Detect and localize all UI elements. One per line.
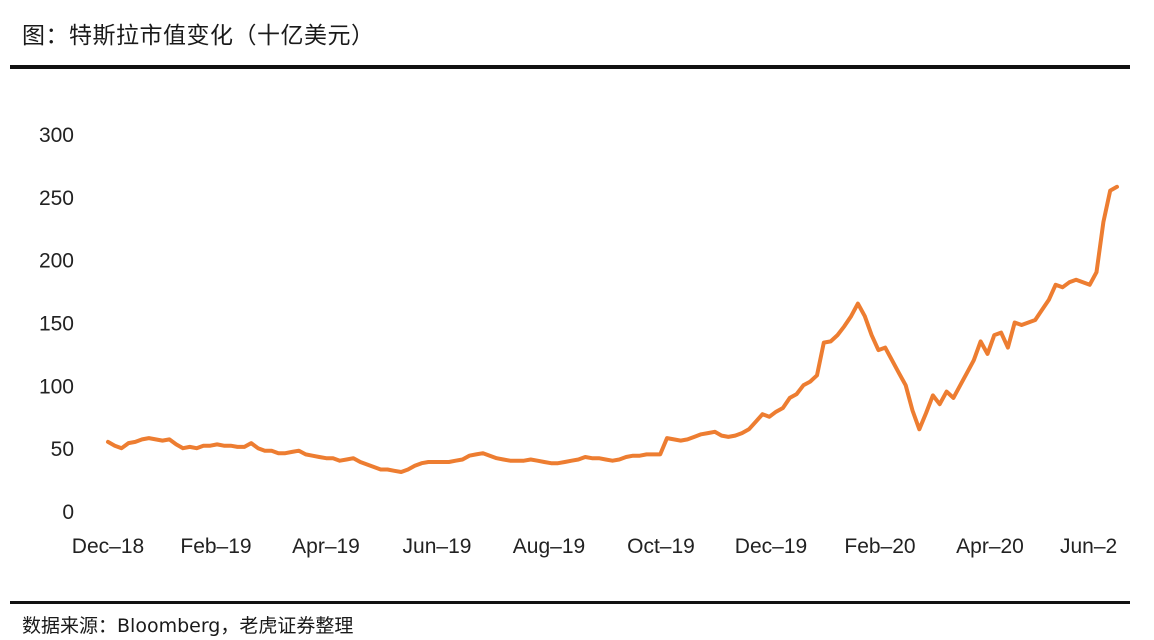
- x-tick-label: Jun–2: [1060, 535, 1117, 558]
- chart-title: 图：特斯拉市值变化（十亿美元）: [22, 23, 375, 49]
- x-tick-label: Aug–19: [513, 535, 585, 558]
- x-tick-label: Feb–19: [180, 535, 251, 558]
- source-note: 数据来源：Bloomberg，老虎证券整理: [22, 615, 354, 637]
- y-tick-label: 250: [39, 187, 74, 210]
- x-tick-label: Dec–19: [735, 535, 807, 558]
- x-tick-label: Apr–20: [956, 535, 1024, 558]
- y-tick-label: 300: [39, 124, 74, 147]
- y-tick-label: 150: [39, 313, 74, 336]
- y-tick-label: 50: [51, 438, 74, 461]
- x-axis-ticks: Dec–18 Feb–19 Apr–19 Jun–19 Aug–19 Oct–19 Dec–…: [72, 535, 1117, 558]
- bottom-rule: [10, 601, 1130, 604]
- top-rule: [10, 65, 1130, 69]
- market-cap-series-line: [106, 184, 1119, 474]
- y-axis-ticks: 0 50 100 150 200 250 300: [39, 124, 74, 524]
- plot-area: [106, 184, 1119, 474]
- y-tick-label: 100: [39, 375, 74, 398]
- x-tick-label: Oct–19: [627, 535, 695, 558]
- x-tick-label: Jun–19: [403, 535, 472, 558]
- y-tick-label: 0: [62, 501, 74, 524]
- x-tick-label: Feb–20: [844, 535, 915, 558]
- x-tick-label: Dec–18: [72, 535, 144, 558]
- y-tick-label: 200: [39, 250, 74, 273]
- x-tick-label: Apr–19: [292, 535, 360, 558]
